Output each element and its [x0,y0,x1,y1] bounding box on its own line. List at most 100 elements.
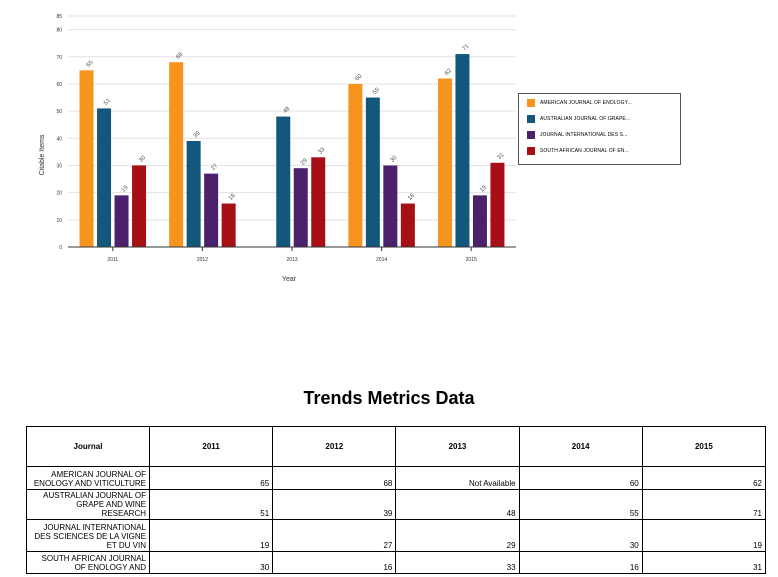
value-cell: 19 [641,519,767,552]
y-tick-label: 60 [56,82,62,88]
bar [348,83,363,247]
journal-name-cell: AMERICAN JOURNAL OF ENOLOGY AND VITICULT… [26,466,150,490]
value-cell: 19 [148,519,274,552]
y-axis-ticks: 0 10 20 30 40 50 60 70 80 85 [56,14,62,251]
bar-value-label: 68 [175,51,184,60]
legend-label: SOUTH AFRICAN JOURNAL OF EN... [540,148,629,154]
header-journal: Journal [26,426,150,467]
x-axis-ticks: 2011 2012 2013 2014 2015 [107,247,477,263]
bar-value-label: 19 [121,184,130,193]
bar-value-label: 33 [317,146,326,155]
legend-label: AMERICAN JOURNAL OF ENOLOGY... [540,100,632,106]
bar-value-label: 16 [228,193,237,202]
legend-item: JOURNAL INTERNATIONAL DES S... [527,130,628,140]
bar [365,97,380,247]
bar [311,157,326,247]
value-cell: Not Available [395,466,520,490]
y-tick-label: 20 [56,191,62,197]
table-row: JOURNAL INTERNATIONAL DES SCIENCES DE LA… [26,519,767,552]
value-cell: 48 [395,489,520,520]
value-cell: 60 [518,466,643,490]
legend-item: AUSTRALIAN JOURNAL OF GRAPE... [527,114,630,124]
bar-value-label: 31 [497,152,506,161]
header-year: 2015 [641,426,767,467]
bar [79,70,94,248]
legend-swatch [527,147,535,155]
legend-label: AUSTRALIAN JOURNAL OF GRAPE... [540,116,631,122]
bar-value-label: 29 [300,157,309,166]
journal-name-cell: JOURNAL INTERNATIONAL DES SCIENCES DE LA… [26,519,150,552]
x-tick-label: 2012 [197,257,208,263]
legend-item: SOUTH AFRICAN JOURNAL OF EN... [527,146,629,156]
trends-metrics-table: Journal 2011 2012 2013 2014 2015 AMERICA… [26,426,767,574]
header-year: 2014 [518,426,643,467]
bar [276,116,291,247]
value-cell: 55 [518,489,643,520]
table-header-row: Journal 2011 2012 2013 2014 2015 [26,426,767,467]
table-row: AUSTRALIAN JOURNAL OF GRAPE AND WINE RES… [26,489,767,520]
y-tick-label: 70 [56,55,62,61]
y-tick-label: 0 [59,245,62,251]
x-tick-label: 2015 [466,257,477,263]
bar [97,108,112,248]
bar [455,54,470,247]
value-cell: 33 [395,551,520,574]
bar-data-labels: 65 51 19 30 68 39 27 16 48 29 33 60 55 30 16 62 71 19 31 [86,43,506,202]
bar-value-label: 51 [103,97,112,106]
header-year: 2011 [148,426,274,467]
x-tick-label: 2013 [286,257,297,263]
value-cell: 27 [272,519,397,552]
legend-label: JOURNAL INTERNATIONAL DES S... [540,132,628,138]
chart-legend: AMERICAN JOURNAL OF ENOLOGY... AUSTRALIA… [518,93,681,165]
y-tick-label: 10 [56,218,62,224]
y-axis-label: Citable Items [39,134,46,175]
bar [490,162,505,247]
bar-value-label: 55 [372,87,381,96]
value-cell: 31 [641,551,767,574]
bar-value-label: 71 [462,43,471,52]
trends-table-title: Trends Metrics Data [303,388,475,408]
value-cell: 30 [148,551,274,574]
bar-value-label: 65 [86,59,95,68]
value-cell: 30 [518,519,643,552]
bar [186,141,201,247]
header-year: 2012 [272,426,397,467]
journal-name-cell: SOUTH AFRICAN JOURNAL OF ENOLOGY AND [26,551,150,574]
value-cell: 65 [148,466,274,490]
value-cell: 62 [641,466,767,490]
legend-swatch [527,131,535,139]
table-row: AMERICAN JOURNAL OF ENOLOGY AND VITICULT… [26,466,767,490]
value-cell: 16 [518,551,643,574]
legend-item: AMERICAN JOURNAL OF ENOLOGY... [527,98,632,108]
bar [204,173,219,247]
bar [383,165,398,247]
y-tick-label: 50 [56,109,62,115]
bar-value-label: 48 [282,106,291,115]
chart-bars [79,54,505,248]
table-row: SOUTH AFRICAN JOURNAL OF ENOLOGY AND 30 … [26,551,767,574]
bar [114,195,129,247]
legend-swatch [527,99,535,107]
bar [437,78,452,247]
legend-swatch [527,115,535,123]
bar [293,168,308,247]
value-cell: 16 [272,551,397,574]
journal-name-cell: AUSTRALIAN JOURNAL OF GRAPE AND WINE RES… [26,489,150,520]
bar-value-label: 27 [210,163,219,172]
value-cell: 29 [395,519,520,552]
bar-value-label: 16 [407,193,416,202]
x-tick-label: 2014 [376,257,387,263]
bar [132,165,147,247]
bar [472,195,487,247]
value-cell: 51 [148,489,274,520]
x-axis-label: Year [282,276,297,283]
bar-value-label: 19 [479,184,488,193]
bar-chart: 0 10 20 30 40 50 60 70 80 85 65 51 19 30 68 39 27 16 48 29… [39,14,516,283]
x-tick-label: 2011 [107,257,118,263]
y-tick-label: 30 [56,163,62,169]
y-tick-label: 85 [56,14,62,20]
value-cell: 68 [272,466,397,490]
bar [221,203,236,247]
value-cell: 39 [272,489,397,520]
bar-value-label: 60 [355,73,364,82]
